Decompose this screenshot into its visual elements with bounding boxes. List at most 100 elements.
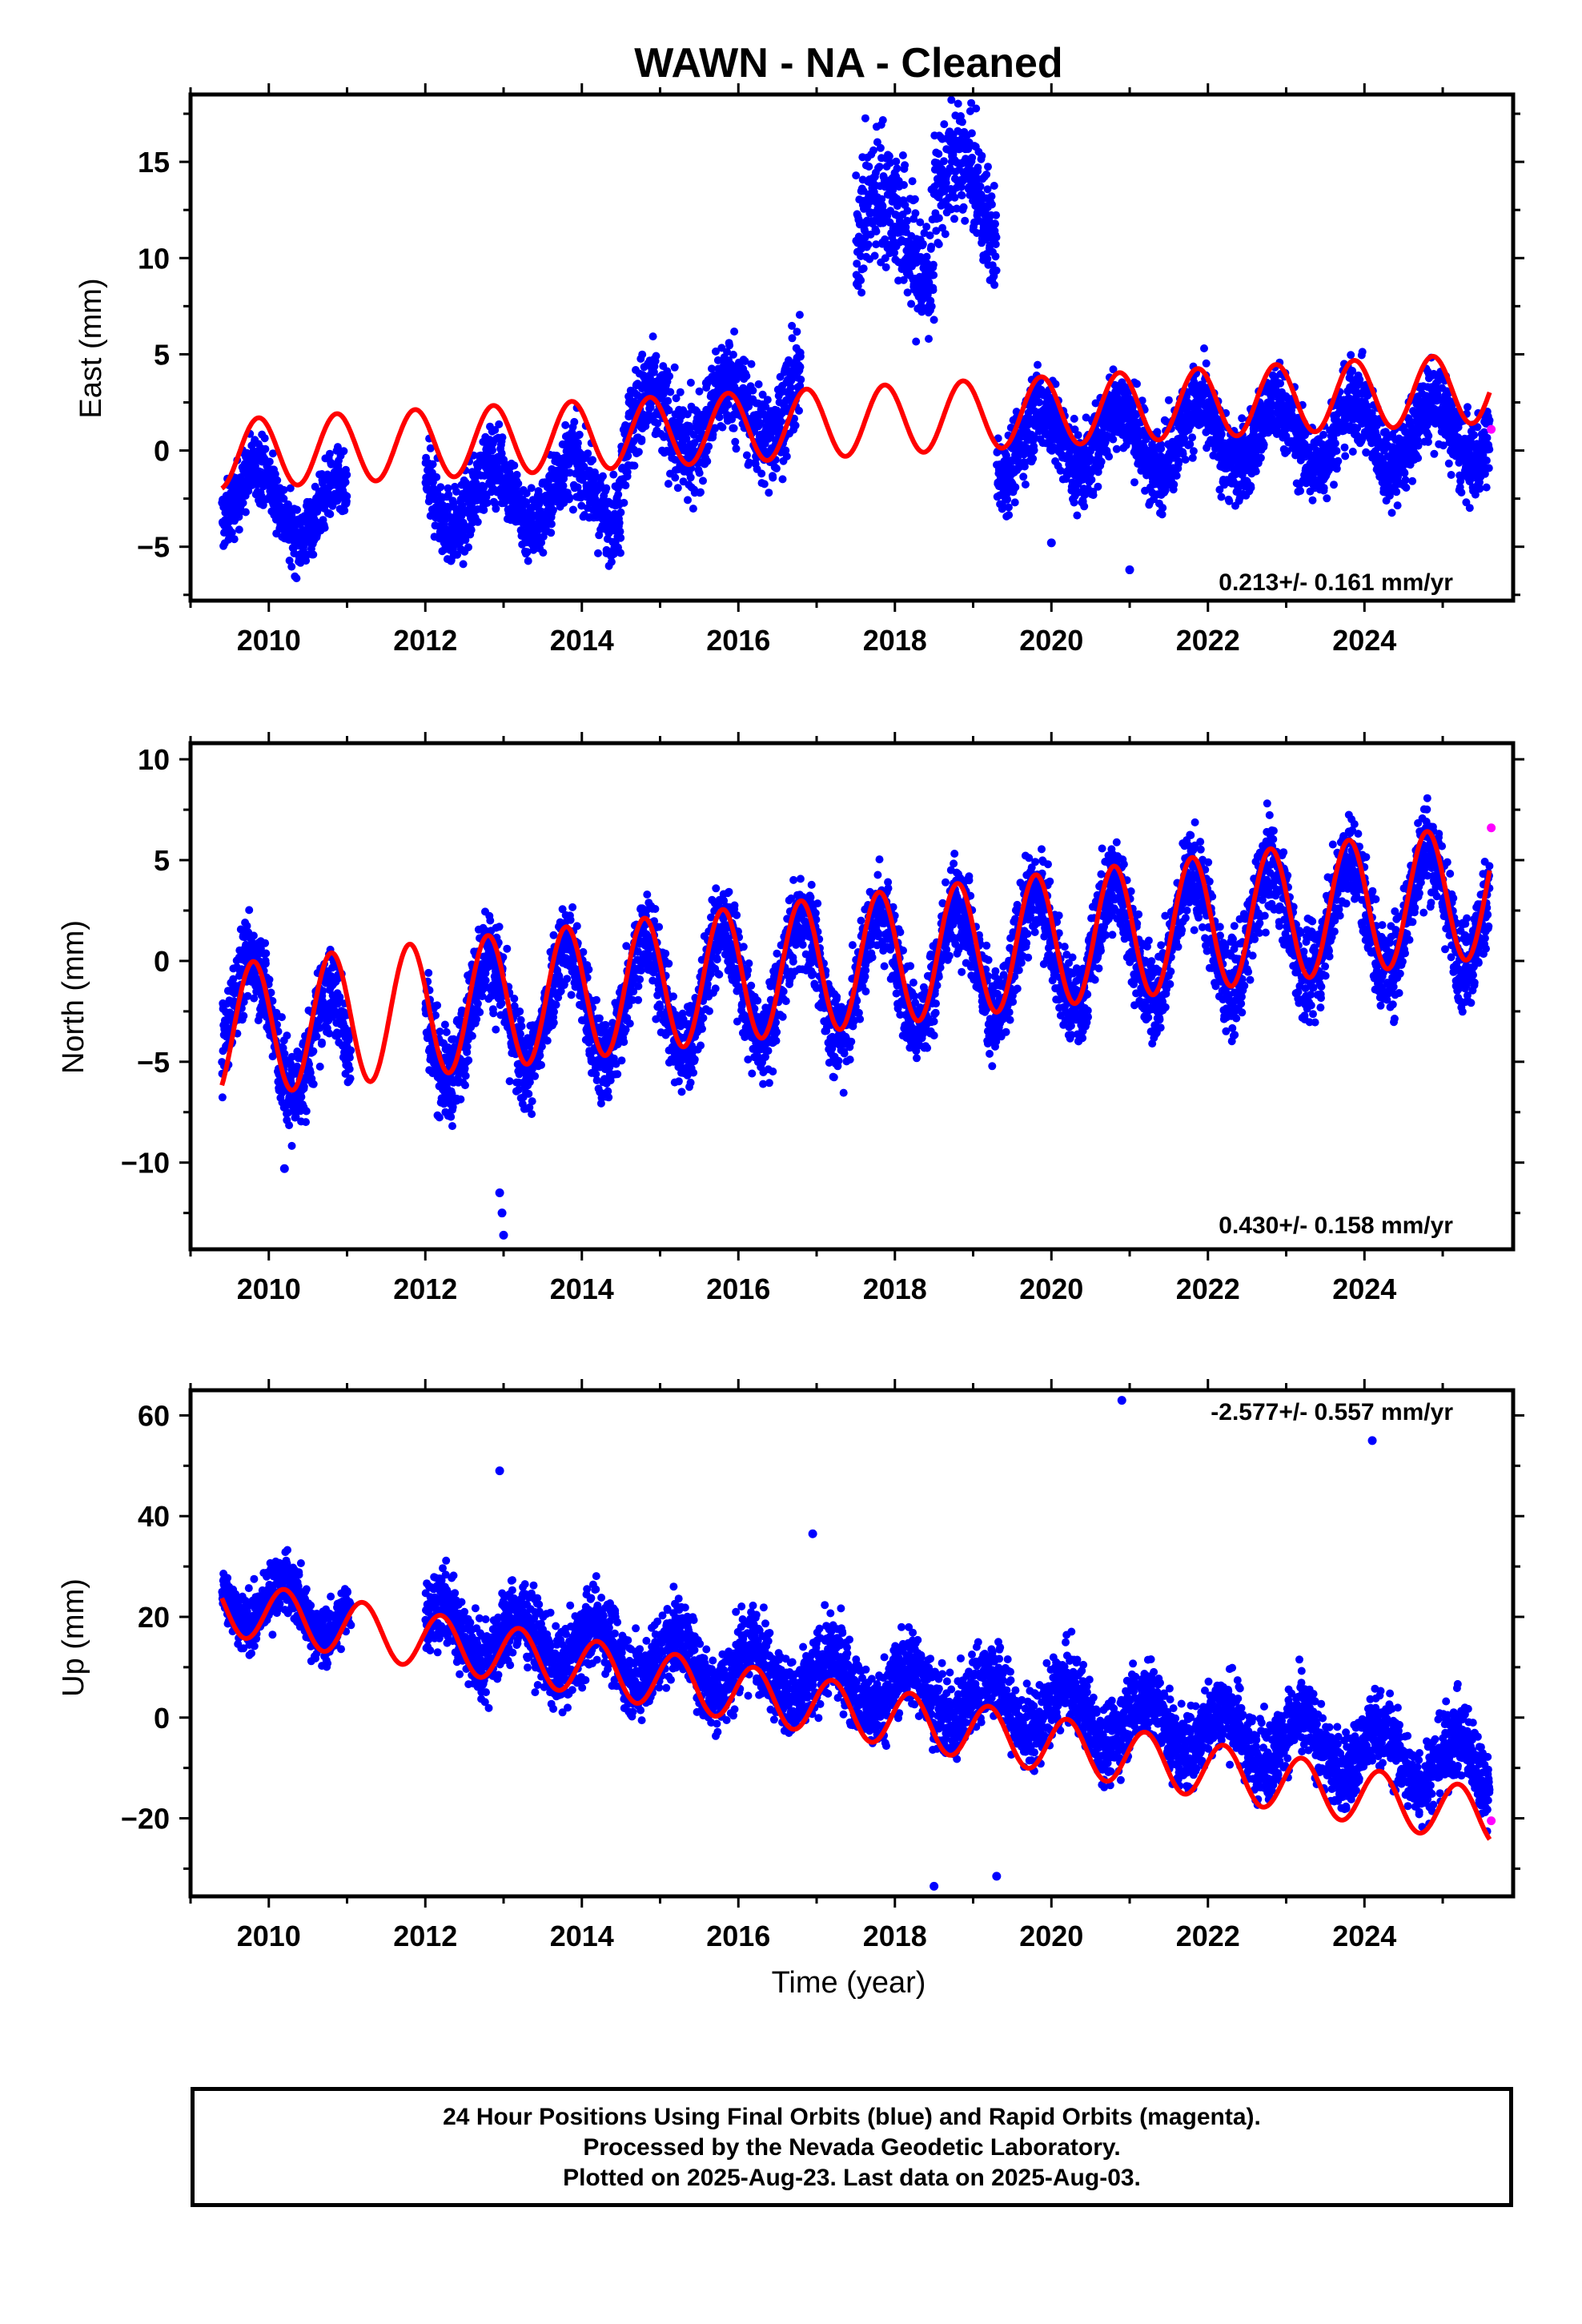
east-data-point bbox=[461, 536, 470, 545]
east-data-point bbox=[859, 264, 868, 273]
east-data-point bbox=[705, 442, 713, 451]
east-y-tick-label: −5 bbox=[137, 531, 170, 564]
east-data-point bbox=[901, 161, 909, 170]
east-data-point bbox=[703, 457, 712, 465]
east-data-point bbox=[791, 421, 800, 430]
east-data-point bbox=[760, 480, 769, 489]
east-data-point bbox=[664, 396, 673, 405]
east-data-point bbox=[786, 384, 795, 392]
east-data-point bbox=[523, 548, 532, 557]
east-data-point bbox=[1485, 416, 1494, 424]
east-data-point bbox=[1021, 480, 1030, 489]
east-data-point bbox=[630, 461, 639, 470]
east-data-point bbox=[510, 461, 519, 470]
east-data-point bbox=[686, 378, 695, 387]
east-data-point bbox=[992, 211, 1001, 219]
east-data-point bbox=[878, 116, 887, 124]
east-data-point bbox=[1097, 457, 1106, 466]
east-data-point bbox=[1334, 456, 1343, 465]
east-x-tick-label: 2018 bbox=[863, 624, 927, 657]
east-data-point bbox=[934, 150, 943, 159]
east-data-point bbox=[561, 420, 570, 429]
east-data-point bbox=[634, 448, 643, 456]
east-data-point bbox=[666, 388, 675, 396]
east-data-points bbox=[218, 95, 1494, 583]
east-data-point bbox=[689, 505, 697, 513]
east-data-point bbox=[1341, 452, 1350, 460]
east-data-point bbox=[892, 157, 901, 166]
east-data-point bbox=[796, 363, 805, 372]
east-data-point bbox=[1170, 480, 1178, 489]
east-data-point bbox=[934, 240, 943, 248]
east-data-point bbox=[695, 387, 704, 396]
east-data-point bbox=[724, 400, 733, 409]
east-data-point bbox=[1005, 511, 1014, 520]
east-data-point bbox=[907, 300, 916, 308]
east-data-point bbox=[1444, 459, 1453, 468]
east-data-point bbox=[782, 452, 791, 460]
east-data-point bbox=[1464, 403, 1472, 412]
east-data-point bbox=[1080, 502, 1089, 511]
east-data-point bbox=[320, 524, 329, 533]
east-data-point bbox=[742, 451, 751, 460]
east-data-point bbox=[1109, 435, 1118, 444]
east-data-point bbox=[718, 423, 727, 432]
north-panel: 2010 2012 2014 2016 2018 2020 2022 2024−10−5051… bbox=[57, 732, 1524, 1305]
east-rapid-point bbox=[1487, 424, 1496, 434]
east-data-point bbox=[1392, 488, 1401, 497]
east-data-point bbox=[875, 163, 884, 171]
east-data-point bbox=[616, 508, 625, 517]
east-y-tick-label: 15 bbox=[138, 146, 170, 179]
east-data-point bbox=[648, 332, 657, 341]
east-data-point bbox=[287, 562, 296, 571]
east-data-point bbox=[638, 350, 647, 359]
east-data-point bbox=[954, 99, 962, 108]
east-data-point bbox=[950, 215, 958, 223]
east-data-point bbox=[990, 182, 998, 190]
east-data-point bbox=[512, 470, 521, 479]
east-data-point bbox=[467, 525, 476, 534]
east-data-point bbox=[1029, 454, 1038, 463]
east-data-point bbox=[309, 550, 318, 559]
east-data-point bbox=[852, 171, 861, 180]
east-data-point bbox=[623, 468, 632, 476]
east-data-point bbox=[286, 484, 295, 493]
east-data-point bbox=[947, 95, 956, 104]
east-data-point bbox=[273, 476, 282, 485]
east-data-point bbox=[911, 209, 920, 218]
east-data-point bbox=[285, 557, 294, 565]
east-data-point bbox=[992, 233, 1001, 242]
east-data-point bbox=[1181, 456, 1190, 464]
east-data-point bbox=[991, 219, 999, 228]
east-data-point bbox=[430, 495, 439, 504]
east-data-point bbox=[599, 472, 607, 480]
east-data-point bbox=[670, 363, 679, 372]
east-data-point bbox=[664, 480, 673, 489]
east-data-point bbox=[227, 529, 236, 537]
east-plot-frame bbox=[188, 92, 1516, 603]
east-data-point bbox=[1034, 360, 1042, 369]
east-data-point bbox=[1476, 485, 1484, 493]
east-data-point bbox=[910, 195, 919, 203]
east-y-tick-label: 10 bbox=[138, 242, 170, 275]
east-data-point bbox=[1457, 489, 1466, 497]
east-data-point bbox=[912, 337, 921, 346]
east-data-point bbox=[1164, 396, 1173, 404]
east-data-point bbox=[524, 557, 532, 565]
east-data-point bbox=[1174, 457, 1183, 465]
east-data-point bbox=[241, 508, 250, 517]
east-data-point bbox=[729, 424, 738, 432]
east-data-point bbox=[730, 328, 739, 336]
east-data-point bbox=[929, 286, 938, 295]
east-data-point bbox=[984, 163, 992, 171]
east-data-point bbox=[495, 420, 504, 428]
east-data-point bbox=[1256, 453, 1265, 462]
east-data-point bbox=[876, 143, 885, 152]
east-rate-label: 0.213+/- 0.161 mm/yr bbox=[1219, 569, 1453, 596]
east-data-point bbox=[715, 413, 724, 421]
east-data-point bbox=[1130, 478, 1138, 487]
east-data-point bbox=[972, 104, 981, 113]
east-data-point bbox=[934, 214, 943, 223]
east-x-tick-label: 2012 bbox=[393, 624, 457, 657]
east-data-point bbox=[1447, 471, 1456, 479]
